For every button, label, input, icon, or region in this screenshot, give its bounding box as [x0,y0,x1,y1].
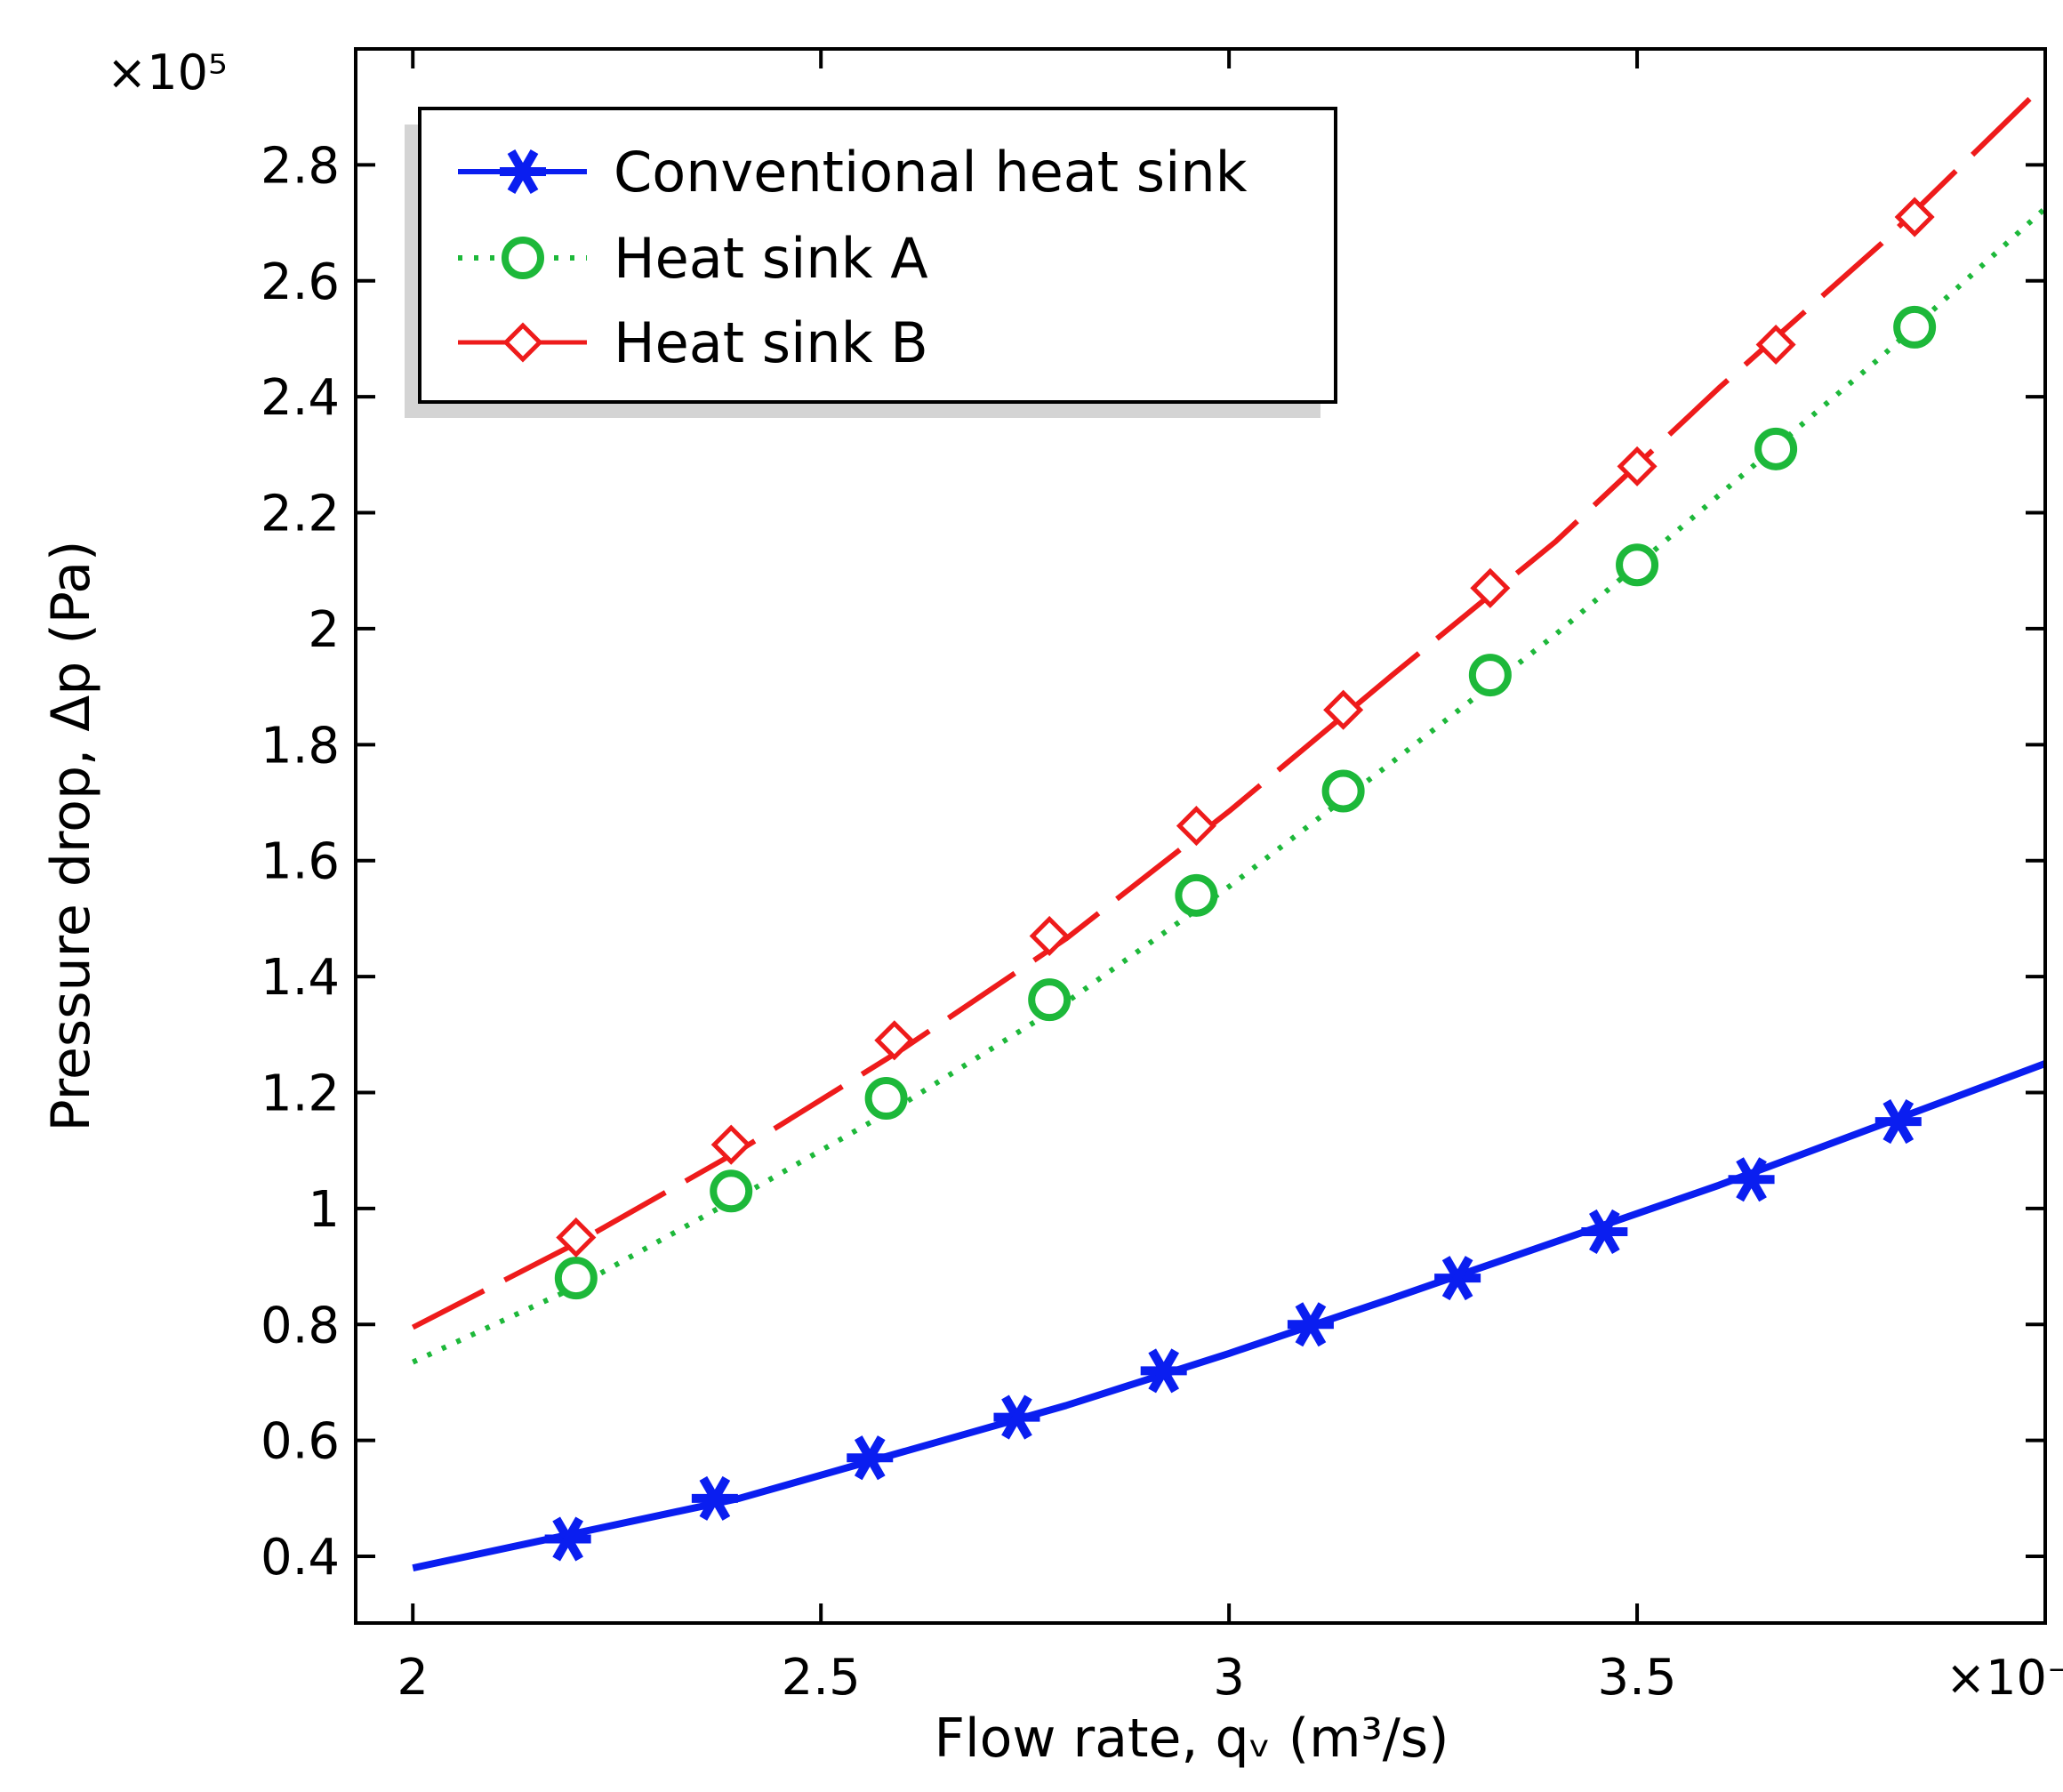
data-point-circle [1754,427,1798,470]
x-multiplier-label: ×10⁻⁶ [1946,1650,2063,1706]
data-point-diamond [1755,324,1796,366]
series-line-conventional-heat-sink [412,1060,2047,1572]
y-tick-label: 2.4 [261,369,340,427]
series-line-heat-sink-a [412,206,2048,1365]
data-point-diamond [874,1020,915,1061]
legend-marker-heat-sink-a [502,237,544,279]
data-point-asterisk [993,1394,1040,1440]
data-point-asterisk [1874,1099,1922,1145]
legend-marker-heat-sink-b [502,322,543,363]
legend-marker-conventional [500,149,546,195]
y-tick-label: 2.2 [261,486,340,543]
legend-marker-circle [502,237,544,279]
data-point-circle [1175,873,1218,917]
data-point-circle [554,1257,598,1300]
y-tick-label: 1 [308,1181,340,1239]
y-tick-label: 1.8 [261,717,340,775]
x-axis-label: Flow rate, qᵥ (m³/s) [934,1708,1449,1770]
data-point-diamond [1323,689,1364,730]
legend-marker-asterisk [500,149,546,195]
legend-marker-diamond [502,322,543,363]
y-tick-label: 0.8 [261,1297,340,1354]
y-tick-label: 2.6 [261,253,340,311]
legend-label-heat-sink-a: Heat sink A [614,226,928,291]
data-point-asterisk [1434,1256,1481,1301]
tick-layer: 2 2.5 3 3.5 0.4 0.6 0.8 1 1.2 1.4 1.6 1.8 2 2.2 2.4 2.6… [261,49,2047,1707]
legend-label-conventional: Conventional heat sink [614,140,1248,205]
x-tick-label: 2 [397,1649,429,1707]
data-point-circle [1893,305,1937,349]
y-multiplier-label: ×10⁵ [107,44,228,100]
data-point-diamond [1176,806,1216,847]
y-tick-label: 2 [308,601,340,659]
data-point-asterisk [1140,1348,1187,1394]
x-tick-label: 3.5 [1598,1649,1677,1707]
data-point-circle [1321,769,1365,813]
data-point-diamond [1470,567,1511,608]
y-tick-label: 0.4 [261,1529,340,1587]
data-point-diamond [710,1124,751,1165]
data-point-circle [710,1169,753,1213]
data-point-asterisk [847,1435,894,1481]
data-point-circle [864,1077,908,1120]
data-point-circle [1616,543,1659,587]
data-point-diamond [1617,446,1658,486]
data-point-diamond [1894,197,1935,237]
data-point-asterisk [691,1475,738,1521]
legend-label-heat-sink-b: Heat sink B [614,310,928,375]
data-point-asterisk [1728,1157,1775,1202]
x-tick-label: 2.5 [782,1649,861,1707]
y-tick-label: 1.4 [261,949,340,1007]
x-tick-label: 3 [1213,1649,1245,1707]
data-point-diamond [1029,915,1070,956]
y-tick-label: 2.8 [261,137,340,195]
y-tick-label: 1.2 [261,1065,340,1122]
y-tick-label: 0.6 [261,1413,340,1471]
marker-layer [544,197,1937,1562]
data-point-asterisk [1287,1302,1334,1347]
data-point-diamond [556,1217,597,1258]
data-point-circle [1028,978,1072,1022]
data-point-circle [1468,654,1512,697]
data-point-asterisk [1581,1209,1628,1254]
data-point-asterisk [544,1516,591,1562]
y-tick-label: 1.6 [261,833,340,891]
y-axis-label: Pressure drop, Δp (Pa) [40,541,102,1132]
plot-frame [354,47,2047,1625]
